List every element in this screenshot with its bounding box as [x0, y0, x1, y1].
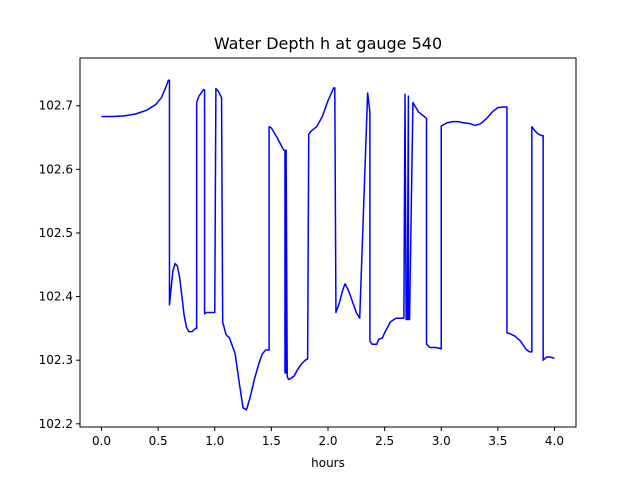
x-tick-label: 1.5 [262, 434, 281, 448]
axis-layer: 0.0 0.5 1.0 1.5 2.0 2.5 3.0 3.5 4.0 102.2 102.3 102… [39, 99, 564, 448]
x-tick-label: 0.0 [92, 434, 111, 448]
chart-title: Water Depth h at gauge 540 [214, 34, 442, 53]
x-axis-label: hours [311, 456, 345, 470]
x-tick-label: 1.0 [205, 434, 224, 448]
series-layer [101, 79, 555, 411]
x-tick-label: 2.0 [318, 434, 337, 448]
x-tick-label: 3.0 [432, 434, 451, 448]
y-tick-label: 102.3 [39, 353, 73, 367]
plot-frame [79, 57, 577, 428]
x-tick-label: 2.5 [375, 434, 394, 448]
y-tick-label: 102.7 [39, 99, 73, 113]
series-line [101, 79, 555, 411]
y-tick-label: 102.5 [39, 226, 73, 240]
y-tick-label: 102.4 [39, 290, 73, 304]
x-tick-label: 3.5 [488, 434, 507, 448]
x-tick-label: 0.5 [149, 434, 168, 448]
x-tick-label: 4.0 [545, 434, 564, 448]
y-tick-label: 102.2 [39, 417, 73, 431]
y-tick-label: 102.6 [39, 162, 73, 176]
